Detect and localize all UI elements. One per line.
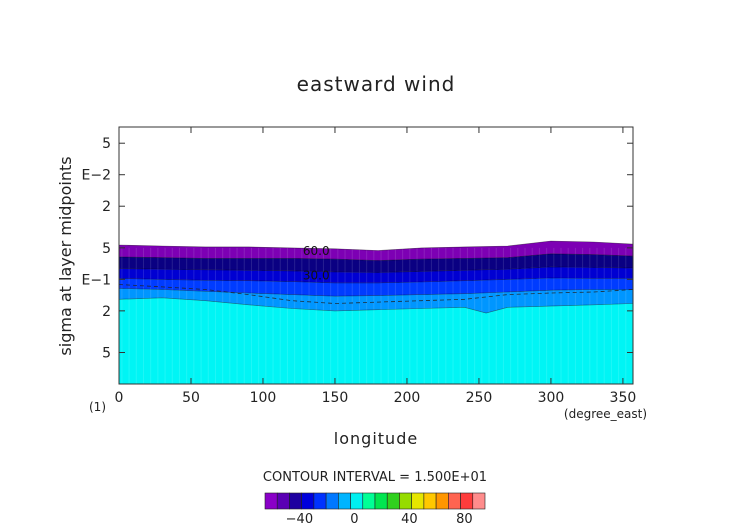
colorbar-swatch [301, 492, 315, 510]
colorbar-swatch [472, 492, 486, 510]
x-tick-label: 0 [115, 390, 124, 406]
y-tick-label: 2 [102, 199, 111, 215]
x-axis-label: longitude [334, 429, 418, 448]
contour-line-level_15 [118, 288, 633, 297]
colorbar-swatch [386, 492, 400, 510]
contour-line-level_45 [118, 266, 634, 273]
colorbar-swatch [435, 492, 449, 510]
x-tick-label: 200 [394, 390, 421, 406]
colorbar-tick-label: 0 [350, 512, 358, 527]
colorbar-swatch [411, 492, 425, 510]
colorbar-swatch [423, 492, 437, 510]
y-tick-label: 5 [102, 241, 111, 257]
contour-interval-label: CONTOUR INTERVAL = 1.500E+01 [263, 470, 487, 485]
contour-band-4 [119, 278, 633, 297]
colorbar-swatch [276, 492, 290, 510]
contour-line-level_0_dashed [118, 284, 634, 304]
x-tick-label: 50 [182, 390, 200, 406]
x-tick-label: 250 [466, 390, 493, 406]
colorbar-swatch [325, 492, 339, 510]
contour-label-layer: 60.0 30.0 [303, 244, 330, 282]
contour-line-level_30 [118, 277, 633, 284]
y-tick-label: 5 [102, 345, 111, 361]
contour-band-3 [119, 266, 633, 283]
colorbar-tick-label: −40 [286, 512, 313, 527]
x-tick-label: 300 [538, 390, 565, 406]
chart-title: eastward wind [297, 72, 456, 96]
contour-line-layer [118, 240, 634, 314]
colorbar-swatch [399, 492, 412, 510]
panel-label: (1) [89, 400, 106, 414]
y-tick-label: 2 [102, 304, 111, 320]
contour-fill-layer [119, 241, 633, 384]
colorbar-swatch [289, 492, 302, 510]
colorbar: −40 0 40 80 [264, 492, 486, 527]
y-tick-label: 5 [102, 136, 111, 152]
colorbar-swatch [313, 492, 327, 510]
colorbar-swatch [362, 492, 376, 510]
x-tick-label: 350 [610, 390, 637, 406]
contour-label: 60.0 [303, 244, 330, 258]
plot-frame [118, 126, 634, 385]
x-tick-label: 100 [250, 390, 277, 406]
colorbar-swatch [264, 492, 278, 510]
colorbar-swatch [460, 492, 474, 510]
contour-band-6 [119, 297, 633, 384]
colorbar-swatch [374, 492, 388, 510]
contour-line-level_60 [118, 253, 634, 261]
colorbar-swatch [338, 492, 351, 510]
x-axis-unit-label: (degree_east) [564, 407, 647, 421]
x-tick-label: 150 [322, 390, 349, 406]
colorbar-swatch [448, 492, 461, 510]
contour-label: 30.0 [303, 268, 330, 282]
axis-tick-layer: 0 50 100 150 200 250 300 350 5 E−2 2 5 E−1 2 5 [82, 127, 637, 406]
contour-band-1 [119, 241, 633, 261]
contour-line-top_boundary [118, 240, 634, 251]
y-axis-label: sigma at layer midpoints [56, 156, 75, 355]
y-tick-label: E−1 [82, 272, 111, 288]
colorbar-tick-label: 40 [401, 512, 418, 527]
colorbar-swatch [350, 492, 364, 510]
contour-line-level_neg15 [118, 297, 634, 314]
y-tick-label: E−2 [82, 168, 111, 184]
colorbar-tick-label: 80 [456, 512, 473, 527]
